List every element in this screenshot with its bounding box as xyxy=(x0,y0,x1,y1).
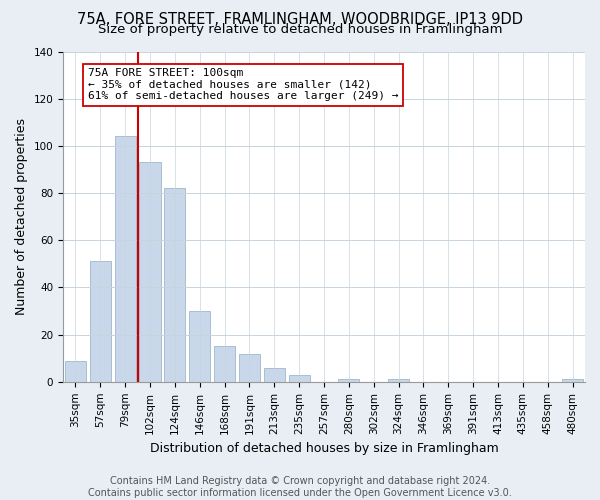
Bar xyxy=(90,262,111,382)
Text: 75A FORE STREET: 100sqm
← 35% of detached houses are smaller (142)
61% of semi-d: 75A FORE STREET: 100sqm ← 35% of detache… xyxy=(88,68,398,101)
Bar xyxy=(239,354,260,382)
Text: 75A, FORE STREET, FRAMLINGHAM, WOODBRIDGE, IP13 9DD: 75A, FORE STREET, FRAMLINGHAM, WOODBRIDG… xyxy=(77,12,523,28)
Bar xyxy=(264,368,285,382)
Bar xyxy=(65,360,86,382)
Bar xyxy=(338,380,359,382)
Bar xyxy=(214,346,235,382)
Bar xyxy=(139,162,161,382)
Text: Contains HM Land Registry data © Crown copyright and database right 2024.
Contai: Contains HM Land Registry data © Crown c… xyxy=(88,476,512,498)
Bar xyxy=(289,374,310,382)
Bar xyxy=(164,188,185,382)
Bar xyxy=(115,136,136,382)
X-axis label: Distribution of detached houses by size in Framlingham: Distribution of detached houses by size … xyxy=(149,442,499,455)
Bar xyxy=(189,311,210,382)
Bar xyxy=(562,380,583,382)
Text: Size of property relative to detached houses in Framlingham: Size of property relative to detached ho… xyxy=(98,22,502,36)
Y-axis label: Number of detached properties: Number of detached properties xyxy=(15,118,28,315)
Bar xyxy=(388,380,409,382)
